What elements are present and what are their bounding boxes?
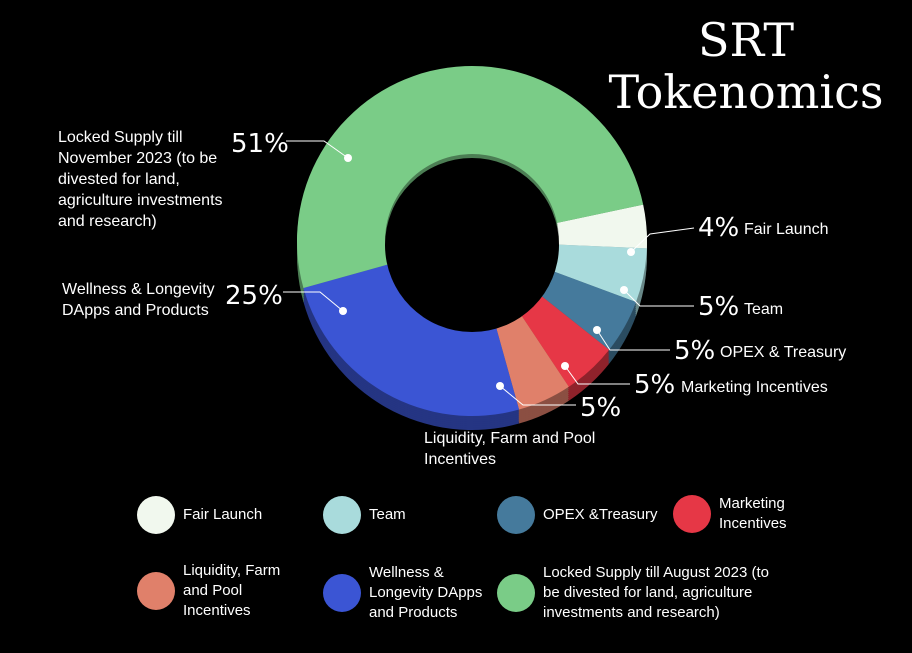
leader-dot-liquidity [496, 382, 504, 390]
legend-label: Marketing Incentives [719, 494, 787, 534]
legend-label: OPEX &Treasury [543, 505, 657, 525]
legend-label-line: OPEX &Treasury [543, 506, 658, 523]
slice-marketing [520, 295, 610, 387]
slice-fair [557, 204, 648, 249]
annotation-marketing: Marketing Incentives [681, 379, 828, 396]
legend-swatch [137, 496, 175, 534]
annotation-liquidity-line: Liquidity, Farm and Pool [424, 430, 596, 447]
pct-label-wellness: 25% [225, 281, 283, 311]
legend-label-line: and Products [369, 604, 458, 621]
leader-line-opex [596, 329, 670, 351]
pct-label-opex: 5% [674, 336, 716, 366]
annotation-wellness-line: DApps and Products [62, 302, 209, 319]
legend-item-liquidity: Liquidity, Farm and Pool Incentives [137, 561, 280, 621]
legend-swatch [497, 496, 535, 534]
title-line-2: Tokenomics [608, 65, 884, 119]
leader-dot-fair [627, 248, 635, 256]
slice-locked [297, 66, 644, 289]
leader-dot-marketing [561, 362, 569, 370]
legend-item-team: Team [323, 496, 406, 534]
legend-label-line: and Pool [183, 582, 243, 599]
leader-line-team [623, 289, 694, 307]
leader-line-liquidity [499, 385, 576, 406]
annotation-liquidity: Liquidity, Farm and Pool Incentives [424, 428, 595, 470]
leader-line-wellness [283, 291, 344, 312]
annotation-team: Team [744, 301, 784, 318]
legend-label-line: Marketing [719, 495, 785, 512]
slice-opex [540, 271, 637, 350]
legend-label: Locked Supply till August 2023 (to be di… [543, 563, 769, 623]
legend-label-line: Wellness & [369, 564, 444, 581]
leader-dot-opex [593, 326, 601, 334]
legend-label-line: Incentives [719, 515, 787, 532]
leader-dot-team [620, 286, 628, 294]
legend-label-line: Liquidity, Farm [183, 562, 281, 579]
legend-swatch [673, 495, 711, 533]
slice-wellness [303, 264, 520, 416]
legend-swatch [137, 572, 175, 610]
annotation-opex: OPEX & Treasury [720, 344, 847, 361]
leader-line-fair [630, 227, 695, 253]
donut-hole [385, 158, 559, 332]
legend-item-opex: OPEX &Treasury [497, 496, 657, 534]
pct-label-locked: 51% [231, 129, 289, 159]
legend-label: Team [369, 505, 406, 525]
legend-label-line: Longevity DApps [369, 584, 483, 601]
annotation-locked-line: agriculture investments [58, 192, 223, 209]
leader-line-locked [286, 140, 349, 159]
annotation-wellness: Wellness & Longevity DApps and Products [62, 279, 215, 321]
legend-label-line: Incentives [183, 602, 251, 619]
legend-item-locked: Locked Supply till August 2023 (to be di… [497, 563, 769, 623]
legend-label: Wellness & Longevity DApps and Products [369, 563, 482, 623]
title-line-1: SRT [697, 13, 795, 67]
annotation-wellness-line: Wellness & Longevity [62, 281, 215, 298]
annotation-liquidity-line: Incentives [424, 451, 497, 468]
pct-label-marketing: 5% [634, 370, 676, 400]
legend-swatch [323, 574, 361, 612]
leader-line-marketing [564, 365, 630, 385]
leader-dot-wellness [339, 307, 347, 315]
legend-item-wellness: Wellness & Longevity DApps and Products [323, 563, 482, 623]
legend-swatch [497, 574, 535, 612]
slice-liquidity [495, 313, 569, 410]
pct-label-team: 5% [698, 292, 740, 322]
legend-label-line: Fair Launch [183, 506, 263, 523]
legend-label-line: investments and research) [543, 604, 720, 621]
annotation-fair: Fair Launch [744, 221, 829, 238]
legend-item-marketing: Marketing Incentives [673, 494, 787, 534]
legend-label-line: be divested for land, agriculture [543, 584, 753, 601]
legend-swatch [323, 496, 361, 534]
annotation-locked-line: Locked Supply till [58, 129, 183, 146]
annotation-locked: Locked Supply till November 2023 (to be … [58, 127, 223, 232]
legend-label-line: Locked Supply till August 2023 (to [543, 564, 769, 581]
annotation-locked-line: divested for land, [58, 171, 180, 188]
legend-label: Liquidity, Farm and Pool Incentives [183, 561, 280, 621]
legend-label: Fair Launch [183, 505, 262, 525]
legend-label-line: Team [369, 506, 406, 523]
legend-item-fair: Fair Launch [137, 496, 262, 534]
annotation-locked-line: November 2023 (to be [58, 150, 218, 167]
pct-label-liquidity: 5% [580, 393, 622, 423]
annotation-locked-line: and research) [58, 213, 157, 230]
leader-dot-locked [344, 154, 352, 162]
chart-title: SRT Tokenomics [596, 14, 896, 118]
pct-label-fair: 4% [698, 213, 740, 243]
